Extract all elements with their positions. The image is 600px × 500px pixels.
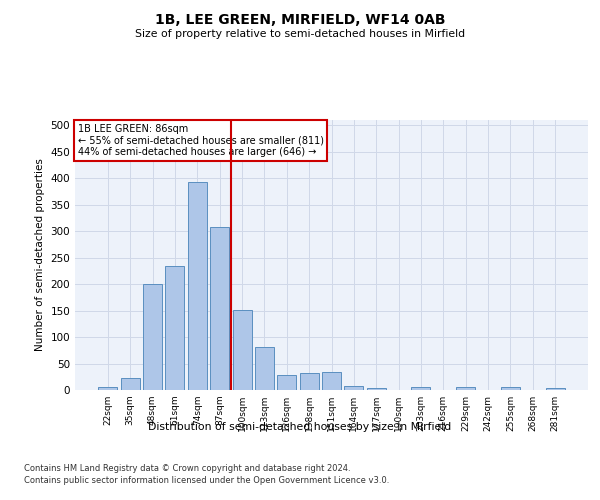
Bar — [166, 266, 184, 390]
Bar — [456, 388, 475, 390]
Text: 1B LEE GREEN: 86sqm
← 55% of semi-detached houses are smaller (811)
44% of semi-: 1B LEE GREEN: 86sqm ← 55% of semi-detach… — [77, 124, 323, 157]
Bar — [255, 346, 274, 390]
Bar — [210, 227, 229, 390]
Bar — [143, 284, 162, 390]
Bar — [344, 386, 364, 390]
Bar — [501, 388, 520, 390]
Text: Contains HM Land Registry data © Crown copyright and database right 2024.: Contains HM Land Registry data © Crown c… — [24, 464, 350, 473]
Bar — [322, 372, 341, 390]
Bar — [277, 374, 296, 390]
Text: 1B, LEE GREEN, MIRFIELD, WF14 0AB: 1B, LEE GREEN, MIRFIELD, WF14 0AB — [155, 12, 445, 26]
Bar — [233, 310, 251, 390]
Bar — [121, 378, 140, 390]
Bar — [412, 388, 430, 390]
Y-axis label: Number of semi-detached properties: Number of semi-detached properties — [35, 158, 45, 352]
Text: Size of property relative to semi-detached houses in Mirfield: Size of property relative to semi-detach… — [135, 29, 465, 39]
Bar — [299, 373, 319, 390]
Bar — [98, 388, 118, 390]
Bar — [188, 182, 207, 390]
Text: Distribution of semi-detached houses by size in Mirfield: Distribution of semi-detached houses by … — [148, 422, 452, 432]
Bar — [545, 388, 565, 390]
Bar — [367, 388, 386, 390]
Text: Contains public sector information licensed under the Open Government Licence v3: Contains public sector information licen… — [24, 476, 389, 485]
